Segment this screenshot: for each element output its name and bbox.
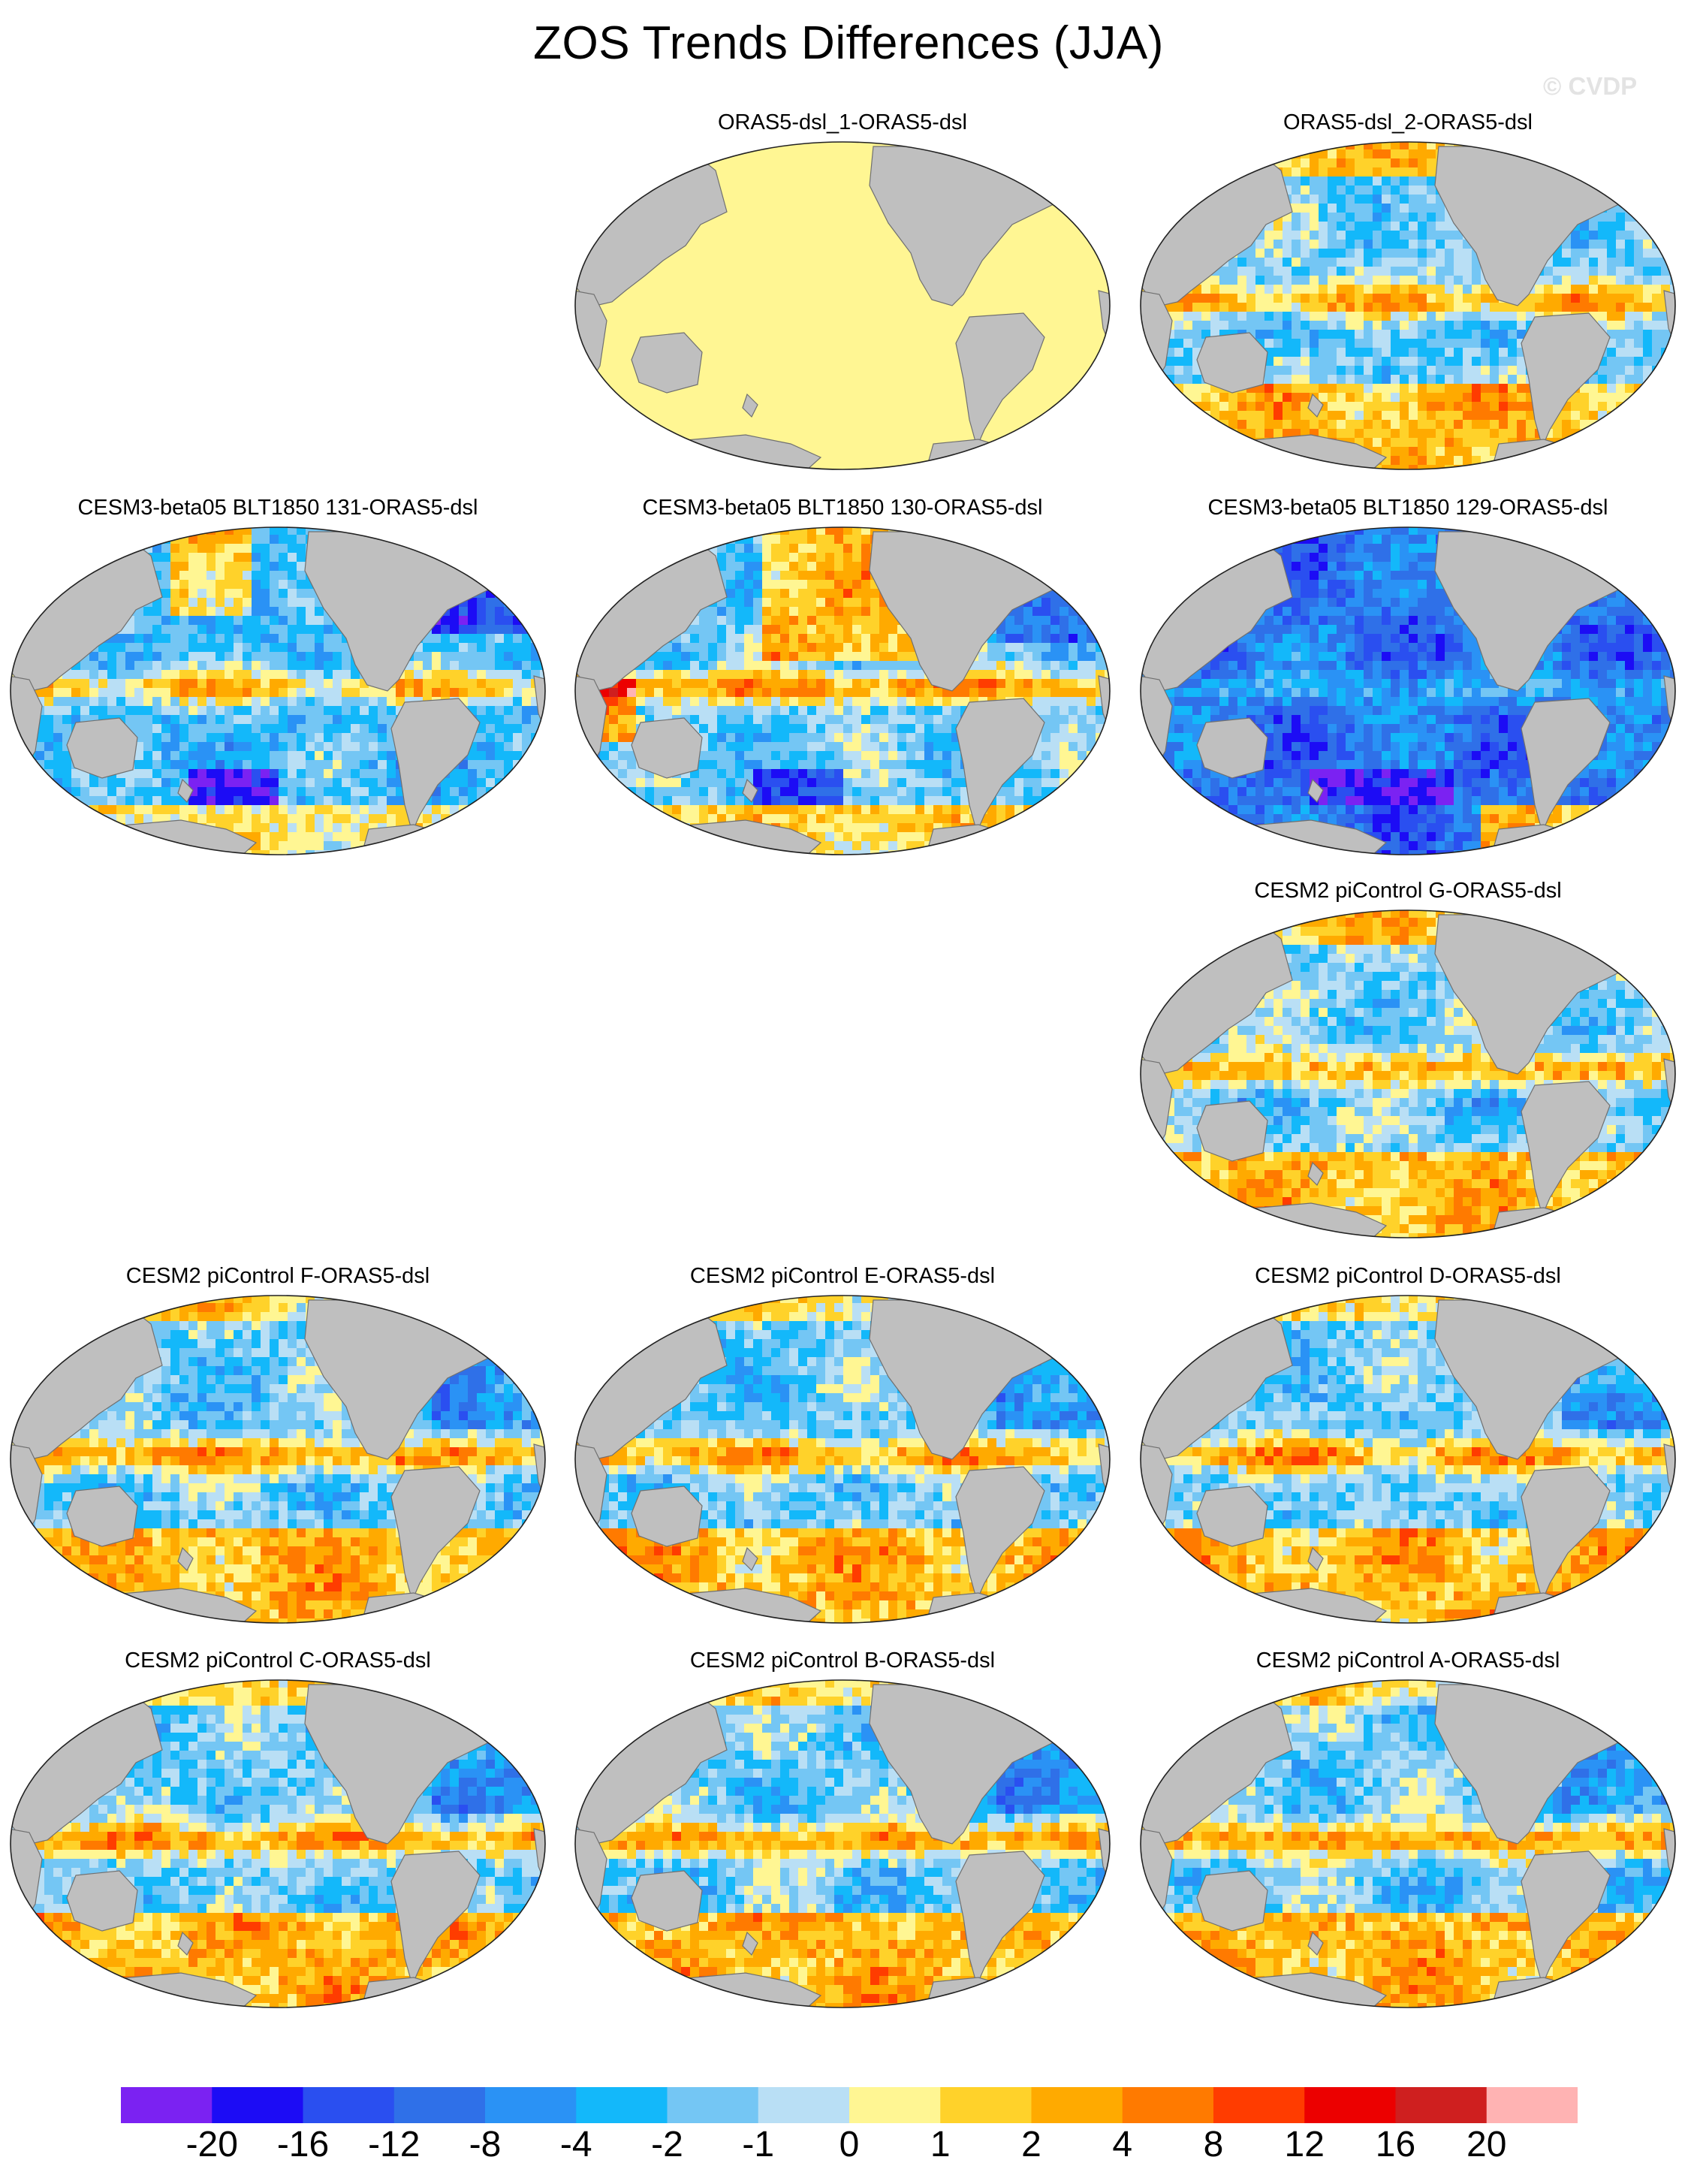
panel-cesm2-a: CESM2 piControl A-ORAS5-dsl xyxy=(1130,1649,1686,2028)
colorbar-tick-label: -16 xyxy=(277,2124,329,2165)
colorbar-box xyxy=(485,2087,577,2123)
panel-oras5-dsl-1: ORAS5-dsl_1-ORAS5-dsl xyxy=(565,110,1120,490)
cvdp-watermark: © CVDP xyxy=(1543,72,1637,101)
colorbar-box xyxy=(576,2087,668,2123)
colorbar-box xyxy=(121,2087,213,2123)
panel-cesm2-b: CESM2 piControl B-ORAS5-dsl xyxy=(565,1649,1120,2028)
map-oras5-dsl-1 xyxy=(574,141,1111,470)
colorbar-tick-label: 0 xyxy=(839,2124,860,2165)
colorbar-tick-label: 2 xyxy=(1021,2124,1041,2165)
panel-cesm3-131: CESM3-beta05 BLT1850 131-ORAS5-dsl xyxy=(0,496,556,875)
colorbar-tick-label: -8 xyxy=(469,2124,502,2165)
colorbar-tick-label: -1 xyxy=(742,2124,774,2165)
colorbar-tick-label: 8 xyxy=(1204,2124,1224,2165)
map-cesm3-130 xyxy=(574,526,1111,855)
map-cesm2-c xyxy=(10,1679,546,2008)
panel-title: CESM3-beta05 BLT1850 129-ORAS5-dsl xyxy=(1130,496,1686,520)
colorbar-box xyxy=(393,2087,486,2123)
colorbar-tick-label: -2 xyxy=(651,2124,683,2165)
panel-cesm2-d: CESM2 piControl D-ORAS5-dsl xyxy=(1130,1264,1686,1643)
panel-title: CESM2 piControl A-ORAS5-dsl xyxy=(1130,1649,1686,1673)
colorbar-box xyxy=(758,2087,850,2123)
colorbar-tick-label: 4 xyxy=(1112,2124,1132,2165)
figure-title: ZOS Trends Differences (JJA) xyxy=(0,17,1697,70)
colorbar-box xyxy=(667,2087,759,2123)
map-cesm2-b xyxy=(574,1679,1111,2008)
colorbar-box xyxy=(212,2087,303,2123)
panel-title: CESM3-beta05 BLT1850 131-ORAS5-dsl xyxy=(0,496,556,520)
colorbar xyxy=(121,2087,1578,2123)
colorbar-tick-label: 20 xyxy=(1466,2124,1506,2165)
colorbar-tick-label: -4 xyxy=(560,2124,592,2165)
map-cesm2-g xyxy=(1140,909,1676,1238)
panel-cesm2-e: CESM2 piControl E-ORAS5-dsl xyxy=(565,1264,1120,1643)
colorbar-box xyxy=(1486,2087,1578,2123)
panel-title: CESM2 piControl C-ORAS5-dsl xyxy=(0,1649,556,1673)
panel-cesm3-129: CESM3-beta05 BLT1850 129-ORAS5-dsl xyxy=(1130,496,1686,875)
map-cesm2-f xyxy=(10,1295,546,1624)
panel-cesm2-c: CESM2 piControl C-ORAS5-dsl xyxy=(0,1649,556,2028)
panel-oras5-dsl-2: ORAS5-dsl_2-ORAS5-dsl xyxy=(1130,110,1686,490)
map-cesm2-a xyxy=(1140,1679,1676,2008)
colorbar-tick-label: -20 xyxy=(186,2124,238,2165)
panel-title: CESM2 piControl G-ORAS5-dsl xyxy=(1130,879,1686,903)
panel-title: CESM2 piControl B-ORAS5-dsl xyxy=(565,1649,1120,1673)
panel-title: CESM2 piControl D-ORAS5-dsl xyxy=(1130,1264,1686,1289)
colorbar-box xyxy=(1213,2087,1305,2123)
colorbar-tick-label: 16 xyxy=(1376,2124,1415,2165)
map-cesm2-e xyxy=(574,1295,1111,1624)
panel-cesm2-f: CESM2 piControl F-ORAS5-dsl xyxy=(0,1264,556,1643)
colorbar-tick-label: -12 xyxy=(368,2124,420,2165)
panel-title: CESM3-beta05 BLT1850 130-ORAS5-dsl xyxy=(565,496,1120,520)
colorbar-box xyxy=(1395,2087,1488,2123)
panel-title: ORAS5-dsl_1-ORAS5-dsl xyxy=(565,110,1120,135)
panel-title: CESM2 piControl F-ORAS5-dsl xyxy=(0,1264,556,1289)
colorbar-tick-label: 1 xyxy=(930,2124,951,2165)
colorbar-tick-label: 12 xyxy=(1285,2124,1325,2165)
map-cesm3-131 xyxy=(10,526,546,855)
map-oras5-dsl-2 xyxy=(1140,141,1676,470)
colorbar-box xyxy=(1304,2087,1396,2123)
map-cesm3-129 xyxy=(1140,526,1676,855)
map-cesm2-d xyxy=(1140,1295,1676,1624)
colorbar-box xyxy=(940,2087,1032,2123)
panel-cesm3-130: CESM3-beta05 BLT1850 130-ORAS5-dsl xyxy=(565,496,1120,875)
panel-title: CESM2 piControl E-ORAS5-dsl xyxy=(565,1264,1120,1289)
colorbar-box xyxy=(1122,2087,1214,2123)
colorbar-box xyxy=(1031,2087,1123,2123)
panel-title: ORAS5-dsl_2-ORAS5-dsl xyxy=(1130,110,1686,135)
colorbar-box xyxy=(303,2087,395,2123)
panel-cesm2-g: CESM2 piControl G-ORAS5-dsl xyxy=(1130,879,1686,1258)
colorbar-box xyxy=(849,2087,941,2123)
